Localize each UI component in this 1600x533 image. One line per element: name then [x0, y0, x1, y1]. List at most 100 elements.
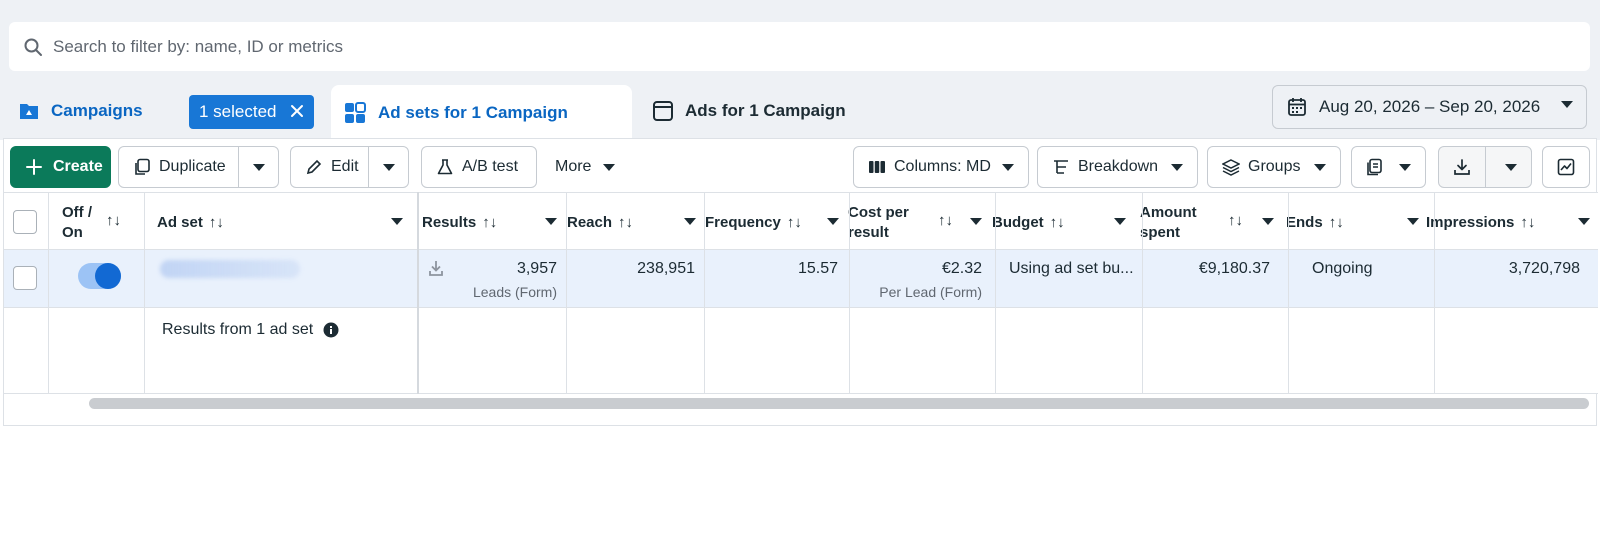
adset-name-redacted[interactable]: [160, 260, 300, 278]
header-impressions[interactable]: Impressions ↑↓: [1426, 193, 1598, 251]
chevron-down-icon[interactable]: [391, 218, 403, 225]
amount-value: €9,180.37: [1198, 260, 1270, 277]
search-bar[interactable]: [9, 22, 1590, 71]
chevron-down-icon[interactable]: [970, 218, 982, 225]
cost-sub: Per Lead (Form): [879, 284, 982, 300]
chevron-down-icon[interactable]: [383, 164, 395, 171]
sort-icon[interactable]: ↑↓: [1049, 213, 1065, 231]
header-cost-per-result[interactable]: Cost per result ↑↓: [848, 193, 994, 251]
header-ends[interactable]: Ends ↑↓: [1286, 193, 1431, 251]
reports-icon: [1367, 158, 1382, 176]
create-label: Create: [53, 158, 103, 175]
column-divider: [1288, 192, 1289, 394]
selected-badge-label: 1 selected: [199, 102, 277, 121]
header-reach[interactable]: Reach ↑↓: [567, 193, 708, 251]
plus-icon: [26, 159, 42, 175]
chevron-down-icon[interactable]: [827, 218, 839, 225]
budget-value: Using ad set bu...: [1009, 260, 1134, 277]
columns-button[interactable]: Columns: MD: [853, 146, 1029, 188]
on-off-toggle[interactable]: [78, 263, 121, 289]
divider: [368, 147, 369, 187]
create-button[interactable]: Create: [10, 146, 111, 188]
header-amount-spent[interactable]: Amount spent ↑↓: [1140, 193, 1286, 251]
chevron-down-icon[interactable]: [253, 164, 265, 171]
close-icon[interactable]: [289, 103, 305, 119]
sort-icon[interactable]: ↑↓: [618, 213, 634, 231]
results-value: 3,957: [516, 260, 557, 277]
sort-icon[interactable]: ↑↓: [106, 212, 121, 229]
header-ad-set[interactable]: Ad set ↑↓: [157, 193, 415, 251]
reports-button[interactable]: [1351, 146, 1426, 188]
toolbar: Create Duplicate Edit A/B test More Colu…: [4, 139, 1598, 197]
tab-adsets-label: Ad sets for 1 Campaign: [378, 103, 568, 122]
calendar-icon: [1288, 98, 1306, 116]
download-icon: [429, 261, 443, 276]
results-sub: Leads (Form): [472, 284, 557, 300]
horizontal-scrollbar[interactable]: [89, 398, 1589, 409]
select-all-checkbox[interactable]: [13, 210, 37, 234]
tab-adsets[interactable]: Ad sets for 1 Campaign: [331, 85, 632, 141]
more-button[interactable]: More: [545, 146, 630, 188]
tab-campaigns[interactable]: Campaigns: [18, 85, 318, 137]
grid-icon: [345, 102, 366, 123]
date-range-label: Aug 20, 2026 – Sep 20, 2026: [1319, 97, 1541, 116]
sort-icon[interactable]: ↑↓: [1228, 212, 1243, 229]
chevron-down-icon[interactable]: [1578, 218, 1590, 225]
sort-icon[interactable]: ↑↓: [938, 212, 953, 229]
header-ad-set-label: Ad set: [157, 213, 203, 231]
sort-icon[interactable]: ↑↓: [208, 213, 224, 231]
header-amount-line1: Amount: [1140, 204, 1197, 221]
column-divider: [566, 192, 567, 394]
columns-icon: [869, 161, 885, 173]
summary-label: Results from 1 ad set: [162, 321, 314, 338]
header-frequency[interactable]: Frequency ↑↓: [705, 193, 851, 251]
column-divider: [1434, 192, 1435, 394]
table-row[interactable]: 3,957 Leads (Form) 238,951 15.57 €2.32 P…: [4, 250, 1598, 308]
header-budget[interactable]: Budget ↑↓: [992, 193, 1138, 251]
groups-button[interactable]: Groups: [1207, 146, 1341, 188]
header-off-on-line1: Off /: [62, 204, 92, 221]
selected-badge[interactable]: 1 selected: [189, 95, 314, 129]
tab-ads-label: Ads for 1 Campaign: [685, 101, 846, 120]
duplicate-button[interactable]: Duplicate: [118, 146, 279, 188]
breakdown-button[interactable]: Breakdown: [1037, 146, 1198, 188]
chevron-down-icon[interactable]: [1114, 218, 1126, 225]
adsets-panel: Create Duplicate Edit A/B test More Colu…: [3, 138, 1598, 426]
sort-icon[interactable]: ↑↓: [482, 213, 498, 231]
chevron-down-icon[interactable]: [545, 218, 557, 225]
ab-test-button[interactable]: A/B test: [421, 146, 537, 188]
chart-icon: [1557, 158, 1575, 176]
reach-value: 238,951: [637, 260, 695, 277]
charts-button[interactable]: [1542, 146, 1590, 188]
header-cost-line2: result: [848, 224, 889, 241]
header-results[interactable]: Results ↑↓: [422, 193, 569, 251]
groups-label: Groups: [1248, 158, 1301, 175]
edit-button[interactable]: Edit: [290, 146, 409, 188]
tab-ads[interactable]: Ads for 1 Campaign: [652, 85, 892, 137]
chevron-down-icon[interactable]: [1262, 218, 1274, 225]
date-range-picker[interactable]: Aug 20, 2026 – Sep 20, 2026: [1272, 85, 1587, 129]
header-amount-line2: spent: [1140, 224, 1181, 241]
flask-icon: [437, 159, 453, 175]
header-off-on[interactable]: Off / On ↑↓: [62, 193, 132, 251]
header-budget-label: Budget: [992, 213, 1044, 231]
chevron-down-icon: [1171, 164, 1183, 171]
download-icon: [1454, 159, 1470, 175]
pencil-icon: [306, 159, 322, 175]
search-input[interactable]: [53, 36, 1453, 57]
export-button[interactable]: [1438, 146, 1532, 188]
chevron-down-icon[interactable]: [1407, 218, 1419, 225]
chevron-down-icon[interactable]: [1505, 164, 1517, 171]
sort-icon[interactable]: ↑↓: [786, 213, 802, 231]
sort-icon[interactable]: ↑↓: [1328, 213, 1344, 231]
ends-value: Ongoing: [1312, 260, 1373, 277]
divider: [238, 147, 239, 187]
breakdown-label: Breakdown: [1078, 158, 1159, 175]
row-checkbox[interactable]: [13, 266, 37, 290]
frequency-value: 15.57: [797, 260, 838, 277]
info-icon[interactable]: [323, 322, 339, 338]
header-cost-line1: Cost per: [848, 204, 909, 221]
sort-icon[interactable]: ↑↓: [1520, 213, 1536, 231]
chevron-down-icon[interactable]: [684, 218, 696, 225]
summary-row: Results from 1 ad set: [4, 308, 1598, 394]
